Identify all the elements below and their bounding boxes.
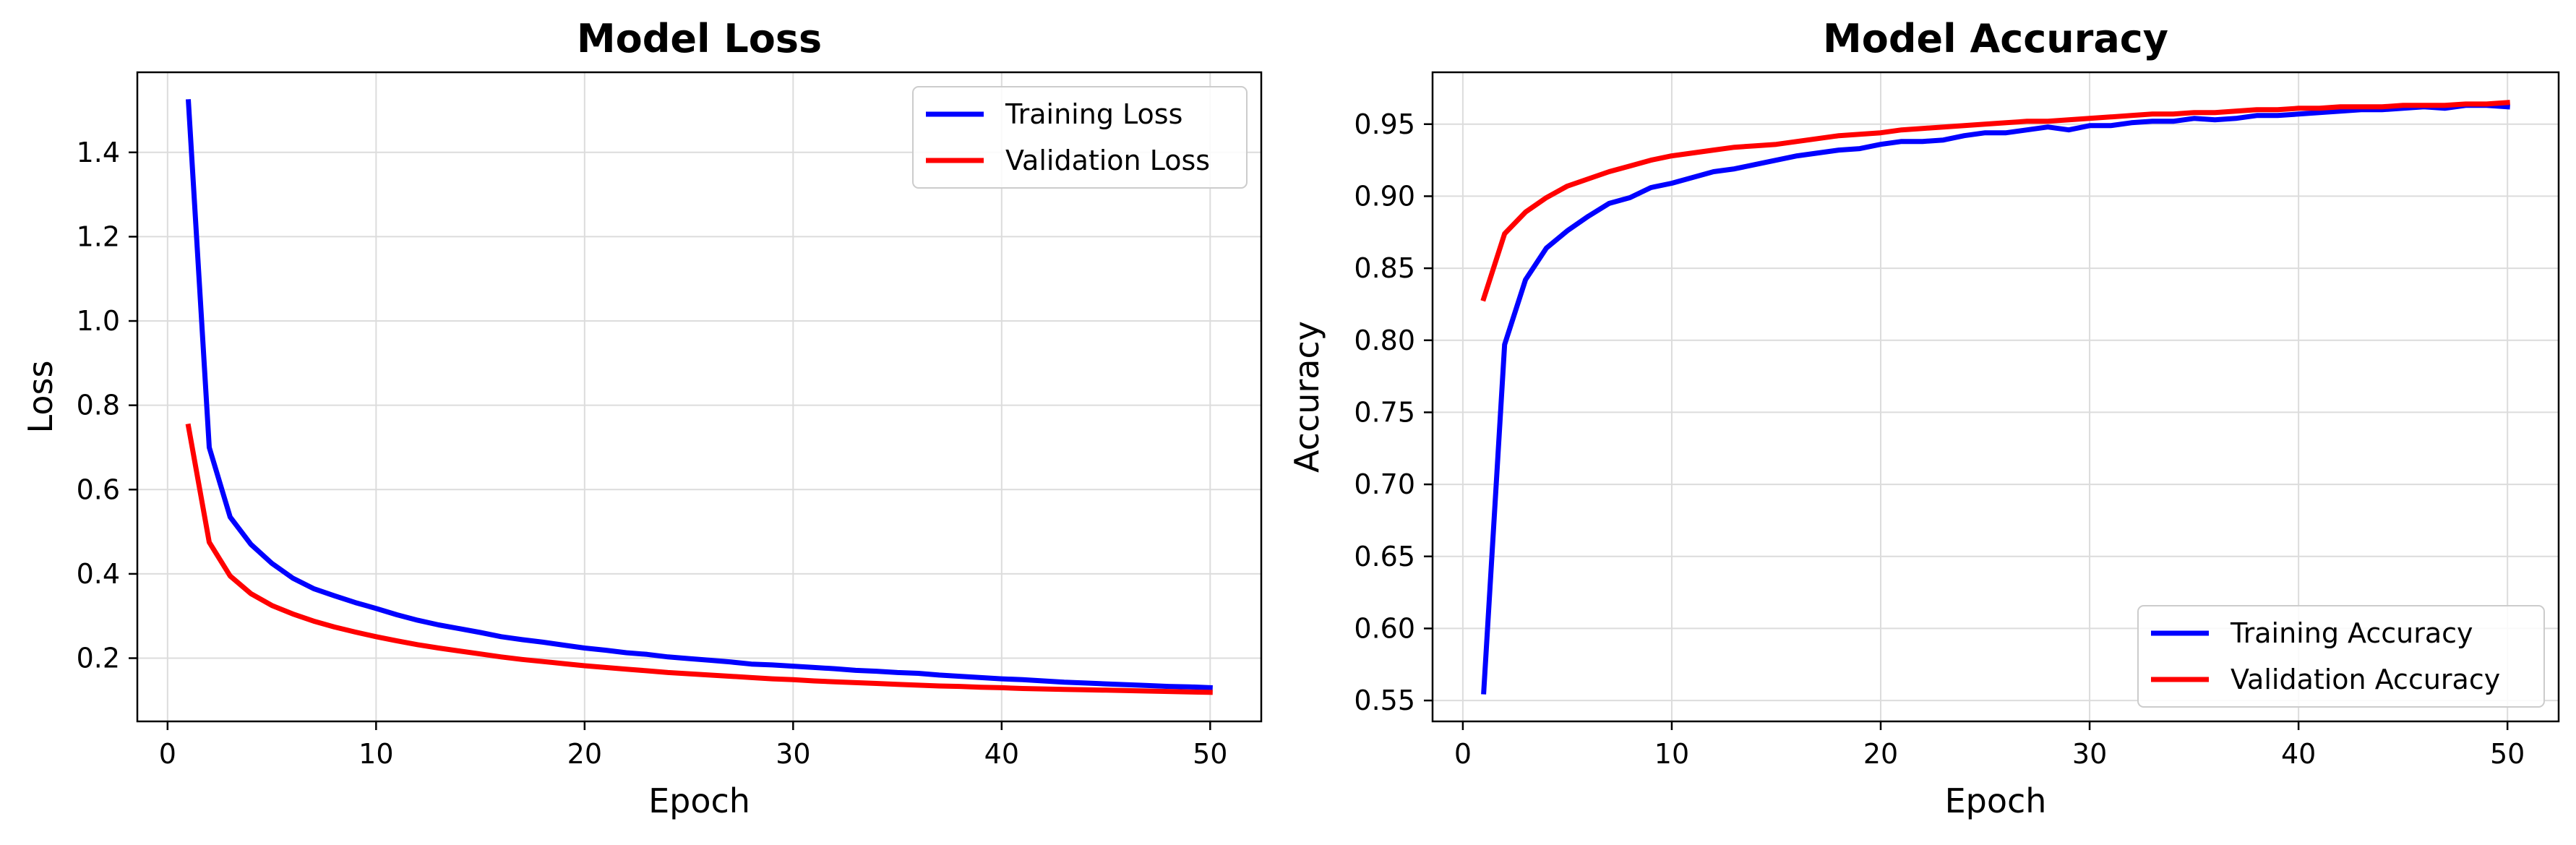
- x-tick-label: 40: [2281, 738, 2316, 770]
- accuracy-chart: 0 10 20 30 40 50 0.55 0.60 0.65 0.70 0.75 0.80 0.85 0…: [1287, 16, 2560, 820]
- x-tick-label: 10: [1654, 738, 1689, 770]
- y-axis-label: Accuracy: [1287, 321, 1326, 473]
- y-tick-label: 0.6: [77, 473, 120, 505]
- y-tick-label: 1.0: [77, 305, 120, 337]
- x-axis-label: Epoch: [1945, 781, 2047, 820]
- legend-label: Training Loss: [1005, 98, 1182, 130]
- y-tick-label: 1.2: [77, 220, 120, 252]
- y-tick-label: 0.95: [1354, 108, 1415, 140]
- plot-frame: [136, 71, 1263, 723]
- plot-frame: [1431, 71, 2560, 723]
- y-tick-label: 0.80: [1354, 325, 1415, 356]
- x-tick-label: 0: [1454, 738, 1472, 770]
- y-tick-label: 0.90: [1354, 180, 1415, 212]
- x-axis-label: Epoch: [648, 781, 750, 820]
- y-tick-label: 0.85: [1354, 252, 1415, 284]
- y-tick-label: 0.4: [77, 558, 120, 590]
- x-tick-label: 30: [776, 738, 810, 770]
- series-line-training-loss: [185, 99, 1213, 691]
- x-tick-label: 50: [2490, 738, 2525, 770]
- y-tick-label: 1.4: [77, 137, 120, 168]
- series-line-validation-loss: [185, 423, 1213, 695]
- legend: Training Accuracy Validation Accuracy: [2137, 605, 2545, 708]
- series-line-training-accuracy: [1481, 103, 2510, 695]
- x-tick-label: 40: [984, 738, 1019, 770]
- y-tick-label: 0.8: [77, 390, 120, 421]
- legend-box: [2137, 605, 2545, 708]
- x-tick-label: 10: [359, 738, 393, 770]
- x-tick-label: 30: [2072, 738, 2107, 770]
- y-tick-label: 0.2: [77, 643, 120, 674]
- legend-label: Training Accuracy: [2230, 617, 2473, 649]
- legend-label: Validation Accuracy: [2231, 664, 2500, 695]
- y-tick-label: 0.75: [1354, 396, 1415, 428]
- y-tick-label: 0.60: [1354, 612, 1415, 644]
- x-tick-label: 0: [159, 738, 176, 770]
- legend-box: [912, 86, 1248, 189]
- y-tick-label: 0.70: [1354, 468, 1415, 500]
- loss-chart: 0 10 20 30 40 50 0.2 0.4 0.6 0.8 1.0 1.2 1.4 Model Lo…: [21, 16, 1263, 820]
- y-tick-label: 0.65: [1354, 541, 1415, 572]
- chart-title: Model Accuracy: [1823, 16, 2168, 61]
- legend-label: Validation Loss: [1005, 145, 1210, 176]
- y-tick-label: 0.55: [1354, 685, 1415, 716]
- x-tick-label: 50: [1193, 738, 1227, 770]
- x-tick-label: 20: [567, 738, 602, 770]
- legend: Training Loss Validation Loss: [912, 86, 1248, 189]
- x-tick-label: 20: [1863, 738, 1898, 770]
- series-line-validation-accuracy: [1480, 100, 2510, 302]
- chart-title: Model Loss: [577, 16, 822, 61]
- y-axis-label: Loss: [21, 361, 60, 434]
